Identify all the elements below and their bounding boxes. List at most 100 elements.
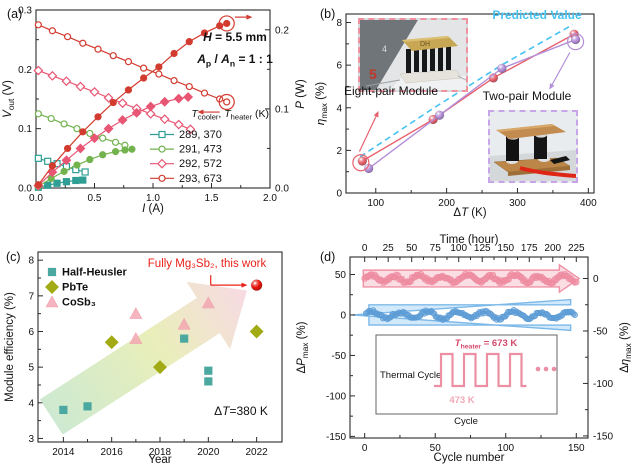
- svg-text:0: 0: [593, 274, 599, 285]
- panel-d-axes: 0 50 100 150 0 25 50 75 100 125 150 175 200 225 50 0 -50…: [296, 234, 633, 464]
- thermal-cycle-inset: Theater = 673 K 473 K Thermal Cycle Cycle: [375, 334, 558, 427]
- delta-p-band: [352, 298, 572, 332]
- legend-c-row-0: Half-Heusler: [62, 267, 128, 279]
- eight-pair-module-label: Eight-pair Module: [343, 84, 439, 98]
- panel-d-xlabel-bottom: Cycle number: [434, 452, 505, 464]
- module-legs: [406, 46, 451, 73]
- panel-a-ylabel-right: P (W): [295, 79, 307, 109]
- eight-pair-module-photo-art: 4 5 DH: [360, 20, 466, 90]
- svg-text:225: 225: [568, 243, 585, 254]
- series-cosb3: [129, 296, 215, 344]
- svg-text:-50: -50: [593, 326, 608, 337]
- legend-a-row-1: 291, 473: [179, 144, 222, 156]
- svg-text:0.1: 0.1: [18, 124, 32, 135]
- svg-text:6: 6: [28, 327, 34, 338]
- svg-text:0.1: 0.1: [275, 104, 289, 115]
- delta-eta-band: [362, 263, 581, 294]
- svg-text:50: 50: [335, 270, 347, 281]
- svg-text:0: 0: [336, 189, 342, 200]
- svg-text:-50: -50: [332, 351, 347, 362]
- svg-text:2016: 2016: [101, 447, 124, 458]
- series-pbte: [104, 324, 264, 375]
- panel-c-annotations: [210, 275, 248, 288]
- legend-a-row-3: 293, 673: [179, 173, 222, 185]
- svg-text:4: 4: [382, 44, 387, 54]
- legend-a-row-2: 292, 572: [179, 158, 222, 170]
- svg-text:4: 4: [336, 103, 342, 114]
- series-v-289-370: [34, 154, 89, 176]
- svg-text:200: 200: [544, 243, 561, 254]
- svg-text:Tcooler, Theater (K): Tcooler, Theater (K): [191, 108, 269, 122]
- svg-text:-100: -100: [593, 379, 613, 390]
- svg-text:DH: DH: [420, 41, 430, 48]
- inset-t-low: 473 K: [449, 395, 474, 406]
- series-p-291-473: [34, 145, 136, 191]
- inset-t-heater: Theater = 673 K: [455, 338, 518, 350]
- panel-a-xlabel: I (A): [142, 203, 164, 215]
- photo-mark-five: 5: [369, 66, 377, 82]
- svg-text:25: 25: [383, 243, 395, 254]
- svg-text:50: 50: [406, 243, 418, 254]
- svg-text:5: 5: [28, 363, 34, 374]
- svg-text:8: 8: [28, 256, 34, 267]
- svg-text:4: 4: [28, 398, 34, 409]
- panel-a-ylabel-left: Vout (V): [2, 80, 16, 118]
- svg-text:50: 50: [430, 443, 442, 454]
- legend-c-row-1: PbTe: [62, 282, 88, 294]
- panel-c-ylabel: Module efficiency (%): [4, 292, 16, 402]
- svg-text:100: 100: [497, 443, 514, 454]
- svg-text:8: 8: [336, 18, 342, 29]
- svg-text:0.0: 0.0: [29, 193, 43, 204]
- svg-text:7: 7: [28, 291, 34, 302]
- svg-text:150: 150: [568, 443, 585, 454]
- svg-text:-100: -100: [326, 391, 346, 402]
- svg-text:2014: 2014: [52, 447, 75, 458]
- series-this-work: [250, 279, 263, 291]
- panel-b-label: (b): [320, 7, 336, 21]
- panel-c-xlabel: Year: [148, 454, 171, 466]
- svg-text:2: 2: [336, 146, 342, 157]
- panel-d-label: (d): [320, 250, 336, 264]
- two-pair-module-label: Two-pair Module: [482, 89, 572, 103]
- svg-text:1.0: 1.0: [146, 193, 160, 204]
- svg-text:2.0: 2.0: [263, 193, 277, 204]
- svg-text:300: 300: [509, 198, 526, 209]
- svg-text:100: 100: [450, 243, 467, 254]
- delta-t-annotation: ΔT=380 K: [214, 404, 268, 418]
- this-work-annotation: Fully Mg₃Sb₂, this work: [147, 258, 267, 270]
- svg-text:0: 0: [362, 443, 368, 454]
- svg-text:0.5: 0.5: [88, 193, 102, 204]
- panel-d-ylabel-left: ΔPmax (%): [296, 321, 310, 373]
- thermal-cycle-wave: [434, 352, 527, 388]
- svg-text:175: 175: [521, 243, 538, 254]
- svg-text:100: 100: [367, 198, 384, 209]
- svg-text:-150: -150: [593, 431, 613, 442]
- svg-text:0: 0: [340, 310, 346, 321]
- inset-xlabel: Cycle: [454, 416, 478, 427]
- panel-a-annotation-area-ratio: Ap / An = 1 : 1: [197, 52, 273, 69]
- panel-c-label: (c): [6, 250, 21, 264]
- legend-c-row-2: CoSb₃: [62, 297, 96, 309]
- inset-thermal-cycle-label: Thermal Cycle: [380, 370, 441, 381]
- panel-d-ylabel-right: Δηmax (%): [619, 322, 633, 373]
- panel-c-legend: Half-Heusler PbTe CoSb₃: [45, 267, 128, 309]
- svg-text:0.0: 0.0: [18, 184, 32, 195]
- panel-c-axes: 2014 2016 2018 2020 2022 3 4 5 6 7 8 Year Module eff…: [4, 251, 283, 466]
- panel-a-annotation-height: H = 5.5 mm: [203, 30, 267, 44]
- two-pair-module-photo-art: [490, 124, 576, 181]
- series-delta-eta: [361, 263, 581, 294]
- svg-text:-150: -150: [326, 432, 346, 443]
- series-v-291-473: [34, 110, 129, 149]
- legend-a-row-0: 289, 370: [179, 129, 222, 141]
- svg-text:2020: 2020: [197, 447, 220, 458]
- panel-b-xlabel: ΔT (K): [453, 207, 486, 219]
- panel-a-label: (a): [7, 7, 23, 21]
- svg-text:400: 400: [580, 198, 597, 209]
- series-p-289-370: [34, 176, 87, 191]
- svg-text:0.2: 0.2: [18, 65, 32, 76]
